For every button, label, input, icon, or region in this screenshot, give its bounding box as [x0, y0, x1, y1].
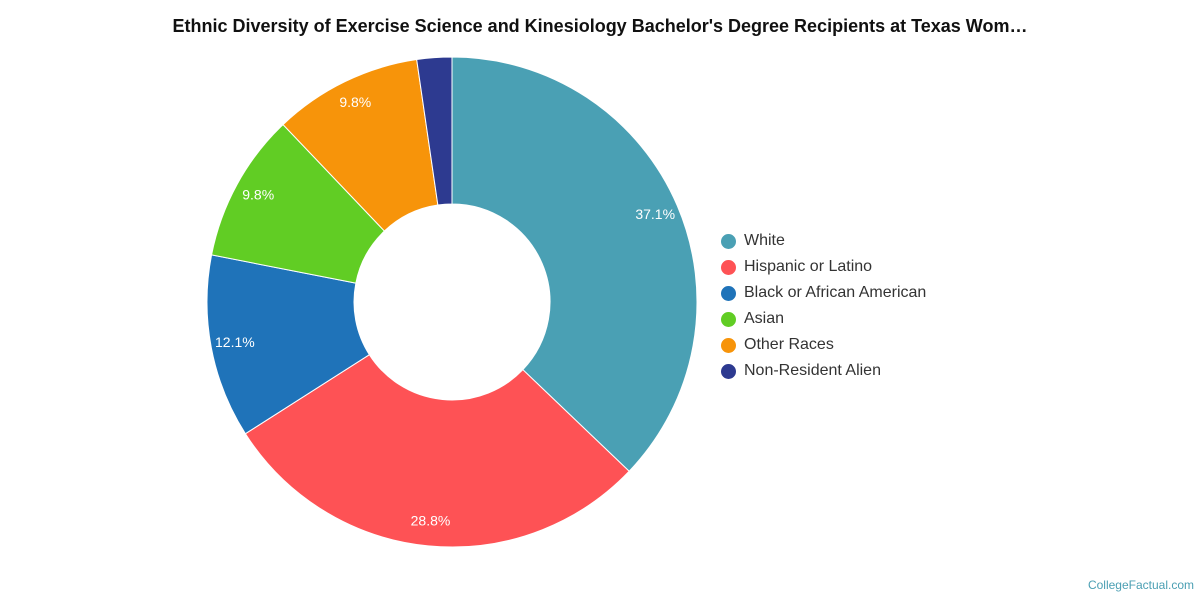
data-label-black-or-african-american: 12.1% [215, 334, 255, 350]
legend-item-non-resident-alien[interactable]: Non-Resident Alien [720, 358, 926, 384]
data-label-other-races: 9.8% [339, 94, 371, 110]
legend-swatch [721, 259, 736, 275]
slice-white[interactable] [451, 56, 698, 472]
legend-item-asian[interactable]: Asian [720, 306, 926, 332]
legend-label: Non-Resident Alien [744, 362, 881, 379]
legend-item-black-or-african-american[interactable]: Black or African American [720, 280, 926, 306]
data-label-asian: 9.8% [242, 186, 274, 202]
legend-label: Hispanic or Latino [744, 258, 873, 275]
legend-swatch [721, 311, 736, 327]
legend-label: Other Races [744, 336, 834, 353]
data-label-hispanic-or-latino: 28.8% [411, 513, 451, 529]
legend-item-white[interactable]: White [720, 228, 926, 254]
credit-text: CollegeFactual.com [1087, 578, 1194, 592]
legend-swatch [721, 337, 736, 353]
legend-label: Asian [744, 310, 785, 327]
legend-swatch [721, 363, 736, 379]
slice-non-resident-alien[interactable] [416, 56, 453, 206]
legend-swatch [721, 233, 736, 249]
chart-legend: White Hispanic or Latino Black or African … [720, 228, 926, 384]
chart-title: Ethnic Diversity of Exercise Science and… [172, 16, 1028, 36]
legend-label: Black or African American [744, 284, 927, 301]
slice-black-or-african-american[interactable] [206, 254, 371, 435]
data-label-white: 37.1% [635, 206, 675, 222]
legend-label: White [744, 232, 785, 249]
data-labels-group: 37.1% 28.8% 12.1% 9.8% 9.8% [215, 94, 675, 529]
legend-swatch [721, 285, 736, 301]
legend-item-hispanic-or-latino[interactable]: Hispanic or Latino [720, 254, 926, 280]
slice-hispanic-or-latino[interactable] [244, 353, 630, 548]
legend-item-other-races[interactable]: Other Races [720, 332, 926, 358]
slices-group [206, 56, 698, 548]
